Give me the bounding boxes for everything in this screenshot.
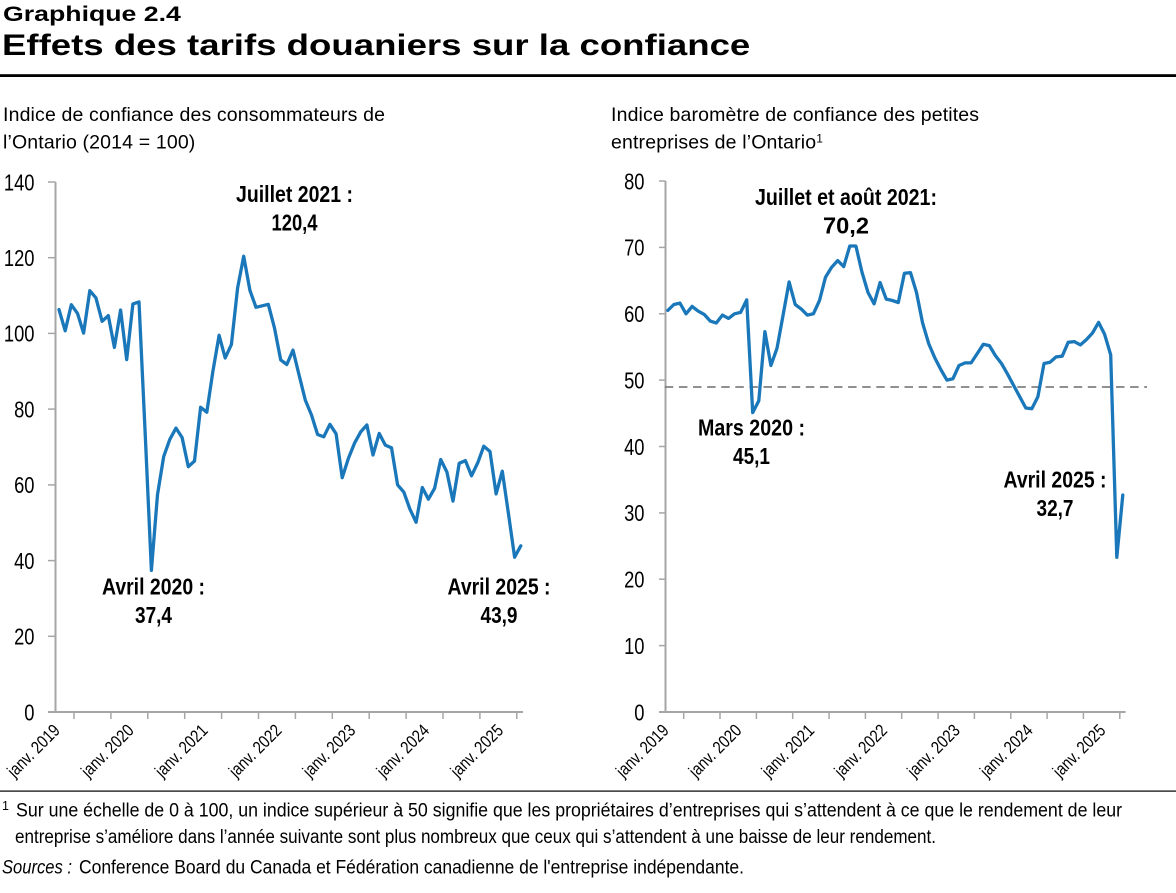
svg-text:Graphique 2.4: Graphique 2.4: [3, 3, 182, 27]
svg-text:0: 0: [634, 699, 644, 725]
svg-text:0: 0: [24, 699, 34, 725]
svg-text:100: 100: [4, 321, 35, 347]
svg-text:120: 120: [4, 245, 35, 271]
svg-text:80: 80: [14, 396, 34, 422]
svg-text:Sur une échelle de 0 à 100, un: Sur une échelle de 0 à 100, un indice su…: [16, 801, 1123, 822]
svg-text:20: 20: [14, 624, 34, 650]
svg-text:60: 60: [14, 472, 34, 498]
svg-text:120,4: 120,4: [272, 210, 318, 236]
svg-text:40: 40: [14, 548, 34, 574]
svg-text:Avril 2025 :: Avril 2025 :: [448, 574, 551, 600]
svg-text:32,7: 32,7: [1037, 495, 1074, 521]
svg-text:45,1: 45,1: [733, 443, 770, 469]
svg-text:Juillet et août 2021:: Juillet et août 2021:: [755, 184, 937, 210]
svg-text:140: 140: [4, 169, 35, 195]
svg-text:70,2: 70,2: [823, 213, 869, 239]
svg-text:Conference Board du Canada et: Conference Board du Canada et Fédération…: [79, 858, 744, 879]
svg-text:Juillet 2021 :: Juillet 2021 :: [236, 181, 353, 207]
svg-text:80: 80: [624, 168, 644, 194]
svg-text:Indice baromètre de confiance: Indice baromètre de confiance des petite…: [611, 104, 979, 126]
svg-text:43,9: 43,9: [481, 602, 518, 628]
svg-text:entreprises de l’Ontario1: entreprises de l’Ontario1: [611, 132, 823, 154]
svg-text:1: 1: [2, 799, 9, 813]
svg-text:Effets des tarifs douaniers su: Effets des tarifs douaniers sur la confi…: [2, 29, 750, 62]
svg-text:Avril 2025 :: Avril 2025 :: [1004, 467, 1107, 493]
svg-text:20: 20: [624, 567, 644, 593]
svg-text:60: 60: [624, 301, 644, 327]
svg-text:Indice de confiance des consom: Indice de confiance des consommateurs de: [3, 104, 385, 126]
svg-text:40: 40: [624, 434, 644, 460]
svg-text:Avril 2020 :: Avril 2020 :: [102, 574, 205, 600]
svg-text:50: 50: [624, 367, 644, 393]
svg-text:70: 70: [624, 235, 644, 261]
svg-text:l’Ontario (2014 = 100): l’Ontario (2014 = 100): [3, 132, 195, 154]
svg-text:Mars 2020 :: Mars 2020 :: [698, 415, 805, 441]
svg-text:Sources :: Sources :: [2, 858, 72, 879]
svg-text:10: 10: [624, 633, 644, 659]
svg-text:30: 30: [624, 500, 644, 526]
svg-text:entreprise s’améliore dans l’a: entreprise s’améliore dans l’année suiva…: [15, 827, 936, 848]
svg-text:37,4: 37,4: [135, 602, 172, 628]
